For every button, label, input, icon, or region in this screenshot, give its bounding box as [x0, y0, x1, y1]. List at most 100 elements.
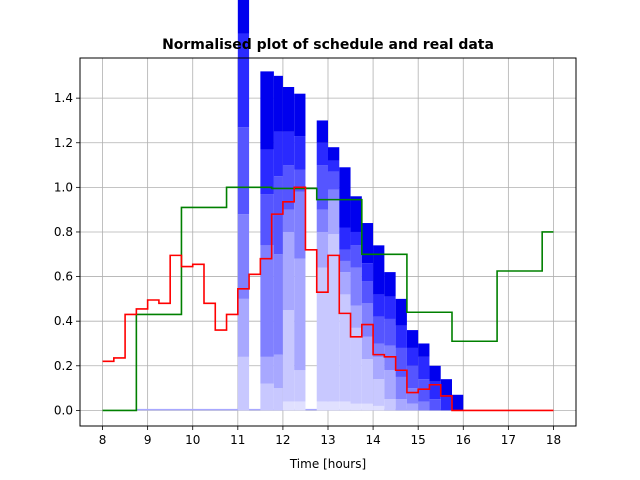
stack-segment — [260, 71, 274, 150]
stack-segment — [395, 376, 407, 400]
x-tick-label: 8 — [99, 433, 107, 447]
stack-segment — [350, 305, 362, 328]
y-tick-label: 1.2 — [54, 136, 73, 150]
stack-segment — [429, 365, 441, 382]
stack-segment — [395, 347, 407, 377]
stack-segment — [339, 227, 351, 250]
stack-segment — [406, 347, 419, 366]
stack-segment — [260, 245, 274, 357]
stack-segment — [418, 343, 430, 357]
stack-segment — [384, 318, 396, 346]
x-tick-label: 16 — [456, 433, 471, 447]
stack-segment — [282, 165, 295, 210]
stack-segment — [373, 379, 385, 406]
stack-segment — [273, 354, 283, 389]
stack-segment — [350, 267, 362, 306]
stack-segment — [316, 120, 328, 143]
stack-segment — [406, 365, 419, 389]
stack-segment — [339, 167, 351, 228]
stack-segment — [273, 75, 283, 132]
stack-segment — [328, 160, 340, 172]
stack-segment — [237, 214, 250, 299]
x-tick-label: 12 — [275, 433, 290, 447]
stacked-blocks — [136, 0, 464, 411]
x-tick-label: 9 — [144, 433, 152, 447]
x-tick-label: 18 — [546, 433, 561, 447]
stack-segment — [406, 403, 419, 411]
stack-segment — [452, 394, 464, 411]
stack-segment — [361, 223, 374, 264]
stack-segment — [339, 294, 351, 402]
stack-segment — [339, 401, 351, 411]
stack-segment — [361, 336, 374, 360]
x-tick-label: 14 — [365, 433, 380, 447]
x-tick-label: 10 — [185, 433, 200, 447]
stack-segment — [294, 370, 306, 402]
stack-segment — [237, 33, 250, 128]
stack-segment — [282, 231, 295, 311]
stack-segment — [260, 149, 274, 195]
stack-segment — [282, 401, 295, 411]
stack-segment — [339, 272, 351, 295]
stack-segment — [294, 169, 306, 192]
y-tick-label: 0.4 — [54, 314, 73, 328]
y-tick-label: 0.6 — [54, 270, 73, 284]
stack-segment — [294, 93, 306, 137]
stack-segment — [294, 191, 306, 259]
x-tick-label: 17 — [501, 433, 516, 447]
stack-segment — [373, 343, 385, 357]
stack-segment — [373, 294, 385, 317]
stack-segment — [361, 303, 374, 337]
stack-segment — [237, 127, 250, 215]
stack-segment — [418, 356, 430, 380]
stack-segment — [328, 401, 340, 411]
stack-segment — [406, 330, 419, 348]
stack-segment — [273, 131, 283, 177]
stack-segment — [384, 399, 396, 411]
stack-segment — [384, 345, 396, 371]
stack-segment — [339, 249, 351, 261]
stack-segment — [384, 370, 396, 400]
x-axis-label: Time [hours] — [289, 457, 366, 471]
stack-segment — [429, 399, 441, 411]
stack-segment — [440, 379, 452, 398]
stack-segment — [282, 131, 295, 166]
stack-segment — [373, 405, 385, 411]
stack-segment — [328, 147, 340, 161]
x-tick-label: 13 — [320, 433, 335, 447]
stack-segment — [316, 231, 328, 268]
stack-segment — [316, 165, 328, 210]
stack-segment — [429, 381, 441, 400]
stack-segment — [350, 403, 362, 411]
y-tick-label: 0.2 — [54, 359, 73, 373]
stack-segment — [418, 379, 430, 402]
stack-segment — [395, 298, 407, 326]
stack-segment — [282, 86, 295, 132]
stack-segment — [350, 231, 362, 246]
stack-segment — [395, 325, 407, 348]
stack-segment — [237, 0, 250, 34]
stack-segment — [373, 356, 385, 380]
x-tick-label: 11 — [230, 433, 245, 447]
stack-segment — [350, 245, 362, 268]
y-tick-label: 0.8 — [54, 225, 73, 239]
stack-segment — [316, 142, 328, 166]
stack-segment — [406, 388, 419, 404]
stack-segment — [328, 171, 340, 190]
stack-segment — [237, 356, 250, 411]
stack-segment — [339, 260, 351, 273]
stack-segment — [395, 399, 407, 411]
y-tick-label: 1.4 — [54, 91, 73, 105]
stack-segment — [350, 196, 362, 232]
stack-segment — [294, 258, 306, 371]
stack-segment — [328, 200, 340, 235]
chart-title: Normalised plot of schedule and real dat… — [162, 37, 494, 53]
stack-segment — [260, 194, 274, 246]
stack-segment — [373, 245, 385, 295]
stack-segment — [294, 401, 306, 411]
stack-segment — [282, 209, 295, 232]
stack-segment — [440, 397, 452, 411]
stack-segment — [260, 356, 274, 384]
stack-segment — [328, 189, 340, 201]
